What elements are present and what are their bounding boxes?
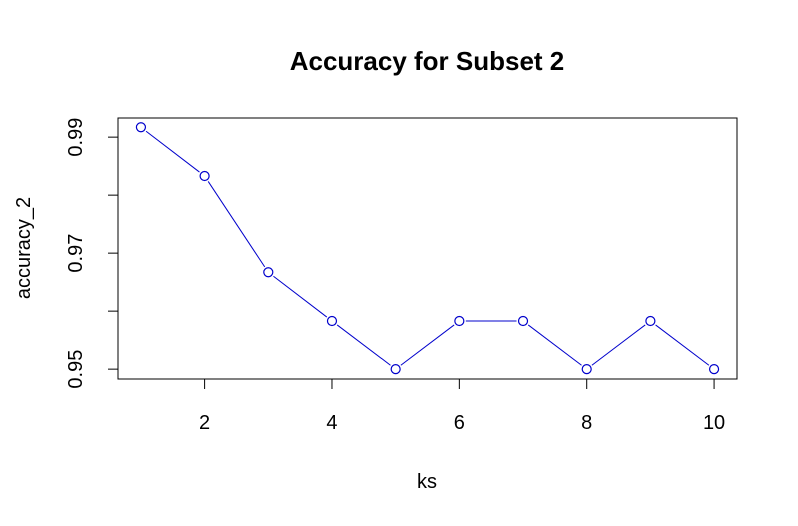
data-point: [454, 315, 465, 327]
x-tick-label: 8: [581, 412, 592, 434]
x-tick-label: 10: [703, 412, 725, 434]
series-line-segment: [400, 324, 455, 366]
series-group: [135, 122, 720, 375]
series-line-segment: [527, 324, 582, 366]
y-axis: 0.95 0.97 0.99: [65, 118, 119, 389]
data-point: [326, 315, 338, 327]
data-point: [263, 267, 274, 278]
chart-title: Accuracy for Subset 2: [290, 46, 565, 76]
data-point: [708, 364, 720, 375]
series-line-segment: [145, 130, 200, 173]
series-line-segment: [655, 324, 710, 366]
x-axis: 2 4 6 8 10: [199, 378, 725, 434]
x-tick-label: 2: [199, 412, 210, 434]
plot-frame: [117, 117, 738, 380]
x-axis-label: ks: [417, 471, 437, 493]
data-point: [645, 315, 656, 327]
x-tick-label: 4: [326, 412, 337, 434]
data-point: [581, 364, 592, 375]
series-line-segment: [591, 324, 646, 366]
series-line-segment: [273, 275, 328, 318]
data-point: [135, 122, 147, 133]
y-tick-label: 0.97: [65, 234, 87, 273]
series-line-segment: [336, 324, 391, 366]
y-axis-label: accuracy_2: [13, 197, 35, 299]
series-line-segment: [207, 181, 266, 268]
data-point: [517, 315, 529, 327]
data-point: [390, 364, 401, 375]
y-tick-label: 0.95: [65, 350, 87, 389]
y-tick-label: 0.99: [65, 118, 87, 157]
x-tick-label: 6: [454, 412, 465, 434]
data-point: [199, 170, 210, 182]
